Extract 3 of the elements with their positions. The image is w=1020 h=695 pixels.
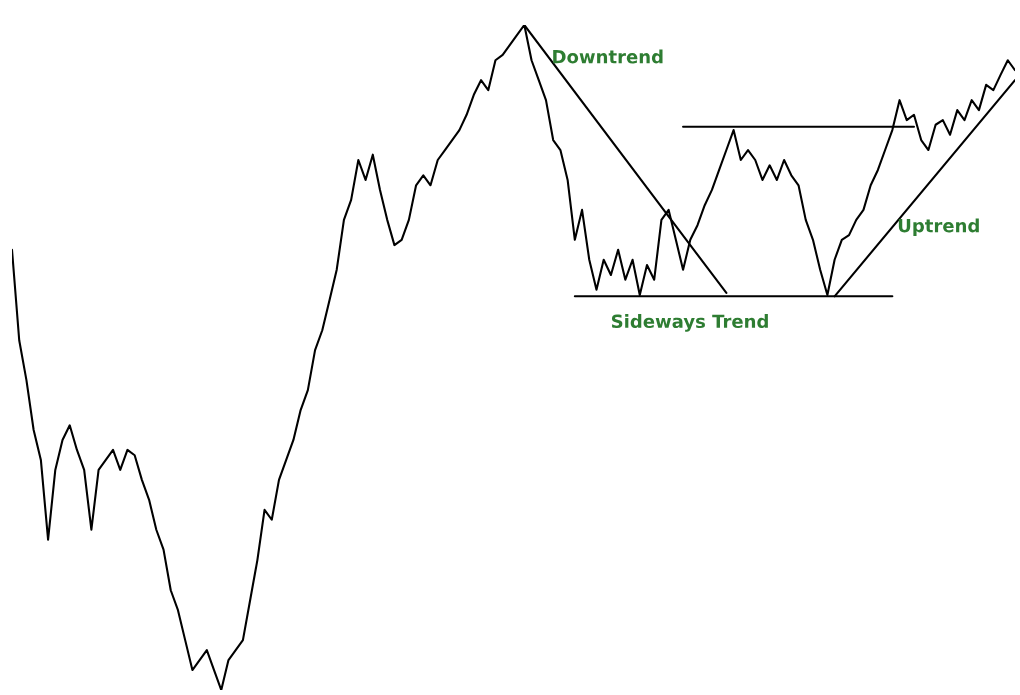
annotation: Uptrend bbox=[898, 218, 979, 236]
annotation: Downtrend bbox=[553, 49, 663, 64]
annotation: Sideways Trend bbox=[611, 314, 768, 332]
